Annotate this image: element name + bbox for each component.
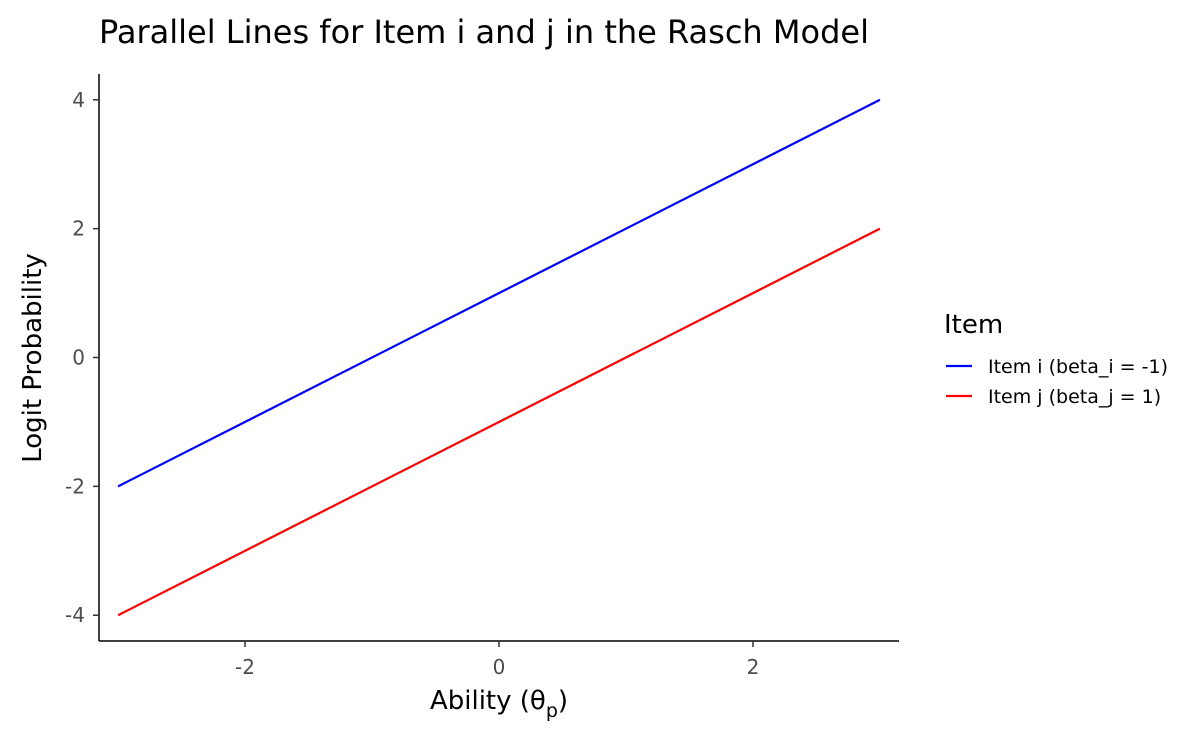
y-tick-label: -2 <box>65 474 85 498</box>
series-line-item-i <box>117 98 881 488</box>
plot-area <box>117 98 881 617</box>
x-tick-label: 0 <box>493 655 506 679</box>
series-line-item-j <box>117 227 881 617</box>
x-ticks: -2 0 2 <box>235 641 759 679</box>
y-axis-title: Logit Probability <box>18 253 48 463</box>
x-tick-label: -2 <box>235 655 255 679</box>
y-tick-label: 4 <box>72 88 85 112</box>
legend-label: Item j (beta_j = 1) <box>988 386 1161 408</box>
legend-label: Item i (beta_i = -1) <box>988 356 1168 378</box>
legend: Item Item i (beta_i = -1) Item j (beta_j … <box>944 310 1168 408</box>
y-ticks: -4 -2 0 2 4 <box>65 88 99 627</box>
x-axis-title: Ability (θp) <box>430 686 568 722</box>
y-tick-label: -4 <box>65 603 85 627</box>
chart-title: Parallel Lines for Item i and j in the R… <box>99 13 869 51</box>
x-tick-label: 2 <box>747 655 760 679</box>
legend-title: Item <box>944 310 1003 340</box>
y-tick-label: 0 <box>72 346 85 370</box>
y-tick-label: 2 <box>72 217 85 241</box>
